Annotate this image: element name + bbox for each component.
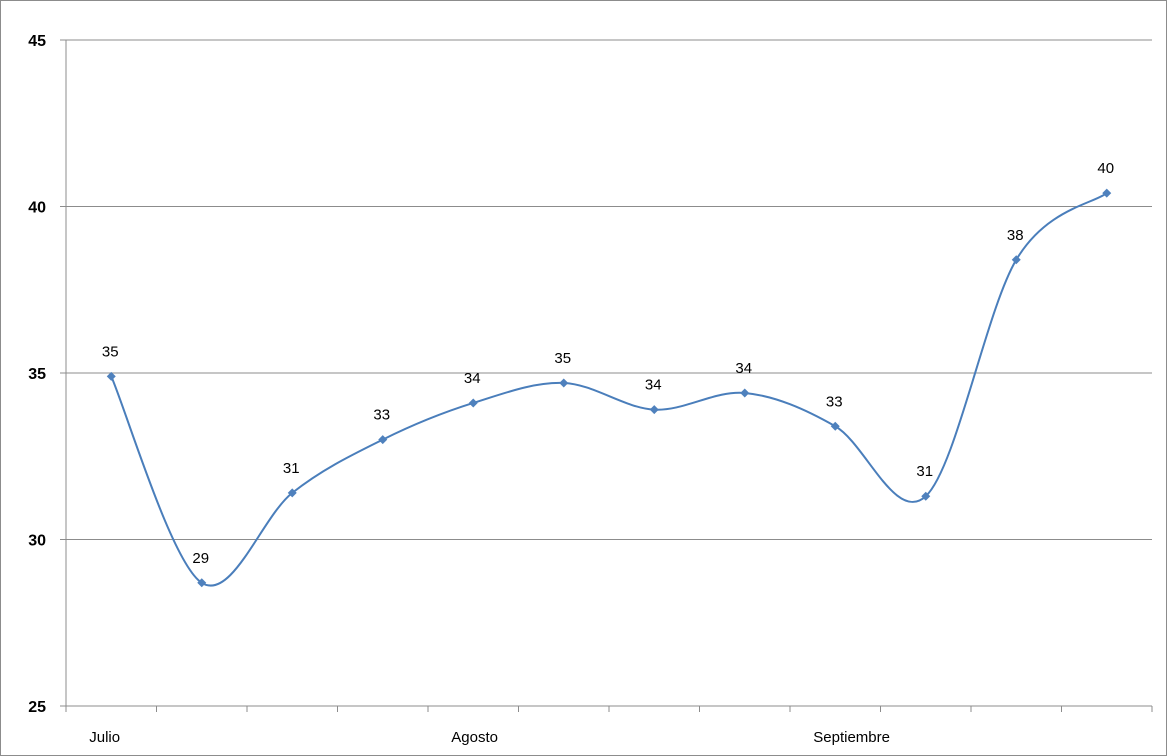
data-point [559,378,569,388]
data-point [468,398,478,408]
data-label: 34 [464,370,481,387]
data-point [1011,255,1021,265]
data-point [830,421,840,431]
data-label: 35 [102,343,119,360]
data-label: 29 [192,550,209,567]
y-tick-label: 40 [28,200,46,217]
data-point [740,388,750,398]
series-line [110,192,1108,587]
series-lines [110,192,1108,587]
y-tick-label: 45 [28,33,46,50]
data-point [378,435,388,445]
axes: 25 30 35 40 45 Julio Agosto Septiembre [28,33,1153,746]
data-label: 33 [373,407,390,424]
x-tick-label: Julio [89,729,120,746]
data-label: 31 [283,460,300,477]
data-label: 33 [826,393,843,410]
y-tick-label: 25 [28,699,46,716]
data-markers [106,188,1112,588]
x-tick-label: Agosto [451,729,498,746]
data-label: 34 [645,377,662,394]
data-label: 38 [1007,227,1024,244]
data-point [649,405,659,415]
data-label: 35 [554,350,571,367]
data-point [287,488,297,498]
y-tick-label: 35 [28,366,46,383]
data-point [921,491,931,501]
x-tick-label: Septiembre [813,729,890,746]
data-label: 31 [916,463,933,480]
gridlines [66,39,1152,540]
data-label: 40 [1097,160,1114,177]
data-point [197,578,207,588]
data-point [1102,188,1112,198]
data-point [106,371,116,381]
y-tick-label: 30 [28,533,46,550]
data-label: 34 [735,360,752,377]
data-labels: 35 29 31 33 34 35 34 34 33 31 38 40 [102,160,1114,567]
